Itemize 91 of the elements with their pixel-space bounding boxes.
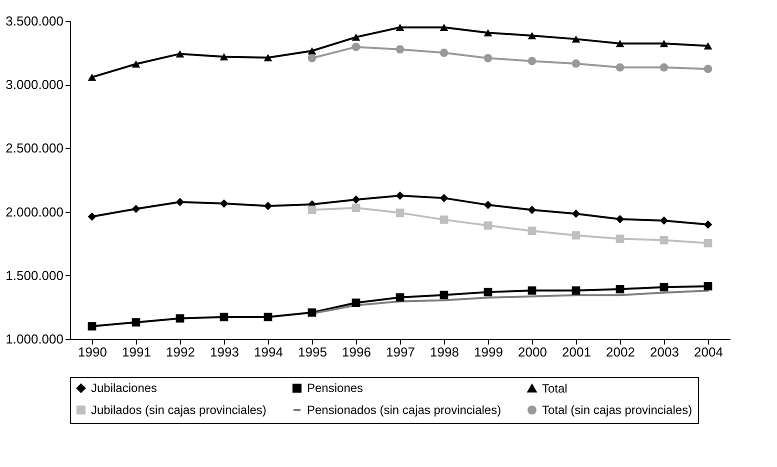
x-tick-label: 1996 [342, 344, 371, 360]
y-tick-label: 1.500.000 [6, 268, 64, 283]
x-tick-label: 1998 [430, 344, 459, 360]
y-tick-label: 2.000.000 [6, 204, 64, 220]
x-tick-label: 1991 [122, 344, 151, 360]
point [660, 282, 668, 292]
point [660, 40, 668, 48]
x-tick-label: 1990 [78, 344, 107, 360]
point [264, 202, 272, 210]
point [616, 234, 624, 243]
point [264, 312, 272, 322]
point [396, 293, 404, 302]
legend-label: Total [542, 381, 568, 396]
x-tick-label: 2004 [694, 344, 723, 360]
point [396, 208, 404, 217]
point [704, 64, 712, 74]
point [176, 50, 184, 58]
point [308, 206, 316, 214]
point [572, 231, 580, 240]
point [528, 286, 536, 295]
point [660, 236, 668, 244]
point [704, 282, 712, 290]
legend-label: Pensionados (sin cajas provinciales) [307, 403, 502, 417]
point [352, 195, 360, 204]
point [220, 199, 228, 208]
point [88, 322, 96, 330]
y-tick-label: 3.500.000 [6, 14, 64, 28]
point [616, 214, 624, 224]
point [308, 308, 316, 317]
point [176, 198, 184, 206]
point [440, 194, 448, 202]
legend-label: Pensiones [307, 381, 364, 396]
point [88, 212, 96, 221]
point [220, 53, 228, 60]
legend-label: Total (sin cajas provinciales) [542, 403, 692, 417]
point [352, 42, 360, 52]
point [308, 47, 316, 55]
point [176, 314, 184, 323]
point [440, 24, 448, 31]
point [616, 63, 624, 72]
point [572, 35, 580, 43]
x-tick-label: 1992 [166, 344, 195, 360]
point [528, 206, 536, 214]
point [484, 29, 492, 36]
point [572, 59, 580, 68]
point [484, 221, 492, 230]
point [440, 290, 448, 300]
point [572, 210, 580, 218]
point [572, 286, 580, 295]
point [132, 318, 140, 327]
point [660, 216, 668, 225]
point [308, 54, 316, 62]
point [352, 204, 360, 212]
legend-label: Jubilados (sin cajas provinciales) [91, 403, 266, 417]
x-tick-label: 1993 [210, 344, 239, 360]
point [484, 200, 492, 210]
y-tick-label: 3.000.000 [6, 77, 64, 92]
x-tick-label: 1994 [254, 344, 283, 360]
point [88, 74, 96, 81]
point [132, 204, 140, 214]
point [220, 312, 228, 322]
x-tick-label: 2003 [650, 344, 679, 360]
point [132, 60, 140, 68]
point [528, 226, 536, 236]
point [264, 54, 272, 62]
point [396, 24, 404, 31]
point [396, 191, 404, 200]
x-tick-label: 1995 [298, 344, 327, 360]
point [528, 32, 536, 40]
point [440, 216, 448, 224]
point [484, 288, 492, 296]
x-tick-label: 2001 [562, 344, 591, 360]
point [616, 40, 624, 48]
y-tick-label: 2.500.000 [6, 140, 64, 156]
point [396, 45, 404, 54]
point [352, 34, 360, 41]
point [440, 48, 448, 57]
point [704, 220, 712, 229]
point [616, 284, 624, 294]
point [484, 54, 492, 62]
x-tick-label: 1997 [386, 344, 415, 360]
x-tick-label: 1999 [474, 344, 503, 360]
legend-label: Jubilaciones [91, 381, 158, 396]
y-tick-label: 1.000.000 [6, 332, 64, 346]
x-tick-label: 2002 [606, 344, 635, 360]
x-tick-label: 2000 [518, 344, 547, 360]
point [704, 42, 712, 50]
point [528, 56, 536, 66]
point [352, 298, 360, 307]
point [660, 63, 668, 72]
point [704, 238, 712, 248]
